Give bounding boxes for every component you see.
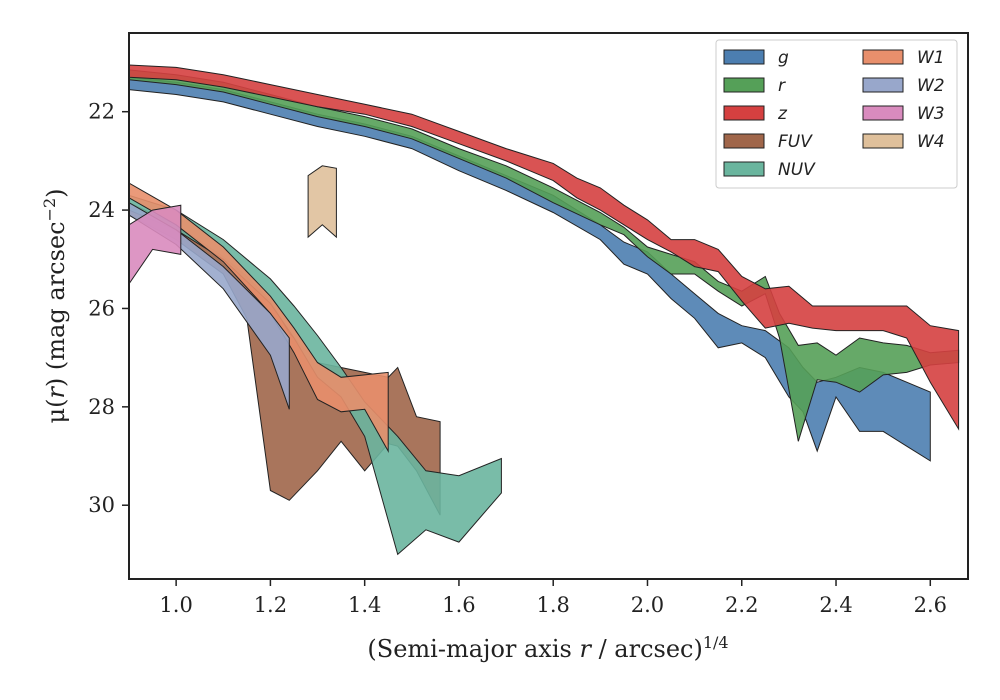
series-band-w1 [129, 182, 389, 454]
x-tick-label: 1.4 [348, 593, 381, 617]
x-tick-label: 1.8 [537, 593, 570, 617]
x-tick-label: 2.6 [914, 593, 947, 617]
legend-swatch-fuv [723, 133, 765, 149]
y-axis-label: μ(r) (mag arcsec−2) [40, 188, 70, 423]
series-band-w3 [129, 204, 182, 285]
x-tick-label: 1.2 [254, 593, 287, 617]
legend-label-w2: W2 [917, 76, 945, 96]
legend-box [715, 39, 958, 189]
legend-label-r: r [778, 76, 786, 96]
series-band-z [129, 64, 960, 431]
legend-label-w4: W4 [917, 132, 945, 152]
x-tick-label: 1.0 [159, 593, 192, 617]
plot-frame [128, 32, 969, 580]
legend-label-nuv: NUV [778, 160, 816, 180]
y-tick-label: 30 [88, 493, 115, 517]
x-axis-label: (Semi-major axis r / arcsec)1/4 [367, 633, 728, 663]
legend-label-g: g [778, 48, 789, 68]
y-axis: 22 24 26 28 30 [88, 100, 129, 517]
legend-swatch-w3 [862, 105, 904, 121]
legend-swatch-z [723, 105, 765, 121]
y-tick-label: 28 [88, 395, 115, 419]
legend-swatch-g [723, 49, 765, 65]
legend-swatch-r [723, 77, 765, 93]
series-bands [129, 64, 960, 556]
x-tick-label: 2.0 [631, 593, 664, 617]
y-tick-label: 22 [88, 100, 115, 124]
x-axis: 1.0 1.2 1.4 1.6 1.8 2.0 2.2 2.4 2.6 [159, 579, 947, 617]
legend-swatch-nuv [723, 161, 765, 177]
series-band-w4 [307, 165, 337, 239]
legend-label-w1: W1 [917, 48, 945, 68]
y-tick-label: 24 [88, 198, 115, 222]
y-tick-label: 26 [88, 296, 115, 320]
x-tick-label: 1.6 [442, 593, 475, 617]
legend-label-fuv: FUV [778, 132, 813, 152]
legend: grz FUV NUV W1 W2 W3 W4 [715, 39, 958, 189]
legend-swatch-w4 [862, 133, 904, 149]
legend-swatch-w2 [862, 77, 904, 93]
legend-label-w3: W3 [917, 104, 945, 124]
x-tick-label: 2.4 [819, 593, 852, 617]
x-tick-label: 2.2 [725, 593, 758, 617]
legend-label-z: z [777, 104, 788, 124]
legend-swatch-w1 [862, 49, 904, 65]
